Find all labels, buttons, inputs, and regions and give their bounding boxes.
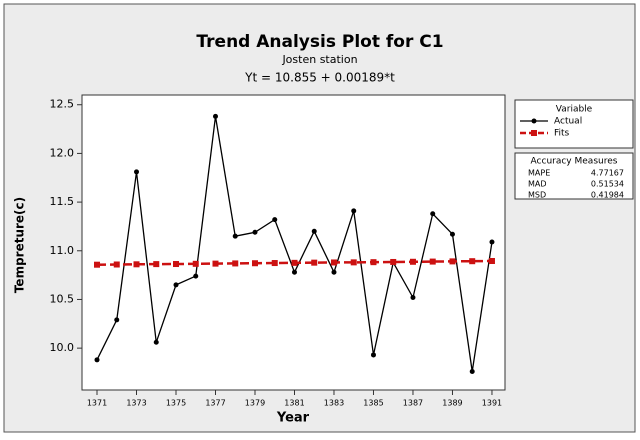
data-point: [291, 269, 297, 275]
data-point: [469, 369, 475, 375]
data-point: [449, 231, 455, 237]
data-point: [351, 208, 357, 214]
legend-marker: [531, 118, 537, 124]
x-tick-label: 1375: [166, 399, 186, 408]
legend-label: Fits: [554, 129, 570, 139]
x-tick-label: 1391: [482, 399, 502, 408]
y-tick-label: 12.0: [50, 146, 75, 159]
x-tick-label: 1383: [324, 399, 344, 408]
data-point: [94, 357, 100, 363]
legend-marker: [531, 130, 537, 136]
data-point: [212, 260, 219, 267]
data-point: [153, 339, 159, 345]
data-point: [134, 169, 140, 175]
data-point: [232, 260, 239, 267]
legend-label: Actual: [554, 117, 582, 127]
x-tick-label: 1377: [205, 399, 225, 408]
data-point: [370, 352, 376, 358]
data-point: [114, 317, 120, 323]
data-point: [331, 269, 337, 275]
data-point: [489, 239, 495, 245]
data-point: [173, 261, 179, 268]
data-point: [113, 261, 120, 268]
accuracy-box: [514, 152, 634, 200]
accuracy-value: 0.51534: [591, 180, 624, 189]
x-tick-label: 1371: [87, 399, 107, 408]
x-axis-label: Year: [276, 411, 310, 426]
accuracy-name: MSD: [528, 191, 546, 200]
x-tick-label: 1379: [245, 399, 265, 408]
x-tick-label: 1389: [442, 399, 462, 408]
data-point: [311, 228, 317, 234]
x-tick-label: 1385: [363, 399, 383, 408]
data-point: [271, 260, 278, 267]
data-point: [251, 260, 258, 267]
legend-title: Variable: [556, 105, 593, 115]
accuracy-title: Accuracy Measures: [531, 157, 618, 167]
data-point: [232, 233, 238, 239]
equation: Yt = 10.855 + 0.00189*t: [244, 71, 395, 85]
data-point: [311, 259, 318, 266]
data-point: [133, 261, 140, 268]
data-point: [94, 261, 101, 268]
data-point: [390, 258, 397, 265]
data-point: [193, 273, 199, 279]
data-point: [430, 211, 436, 217]
plot-area: [81, 94, 506, 391]
y-tick-label: 11.0: [50, 244, 75, 257]
data-point: [449, 258, 456, 265]
x-tick-label: 1381: [284, 399, 304, 408]
data-point: [330, 259, 337, 266]
data-point: [252, 229, 258, 235]
chart-subtitle: Josten station: [281, 53, 357, 66]
legend-box: [514, 99, 634, 149]
y-tick-label: 10.0: [50, 341, 75, 354]
data-point: [410, 295, 416, 301]
data-point: [272, 217, 278, 223]
accuracy-name: MAPE: [528, 169, 550, 178]
x-tick-label: 1373: [126, 399, 146, 408]
data-point: [488, 257, 495, 264]
data-point: [212, 113, 218, 119]
data-point: [409, 258, 416, 265]
data-point: [192, 260, 199, 267]
y-tick-label: 12.5: [50, 98, 75, 111]
accuracy-value: 4.77167: [591, 169, 624, 178]
y-tick-label: 10.5: [50, 292, 75, 305]
y-tick-label: 11.5: [50, 195, 75, 208]
data-point: [370, 259, 377, 266]
accuracy-value: 0.41984: [591, 191, 624, 200]
x-tick-label: 1387: [403, 399, 423, 408]
y-axis-label: Tempreture(c): [13, 197, 27, 293]
data-point: [429, 258, 436, 265]
data-point: [173, 282, 179, 288]
data-point: [153, 261, 160, 268]
data-point: [291, 259, 298, 266]
data-point: [350, 259, 357, 266]
accuracy-name: MAD: [528, 180, 547, 189]
chart-title: Trend Analysis Plot for C1: [196, 32, 443, 52]
data-point: [469, 258, 476, 265]
